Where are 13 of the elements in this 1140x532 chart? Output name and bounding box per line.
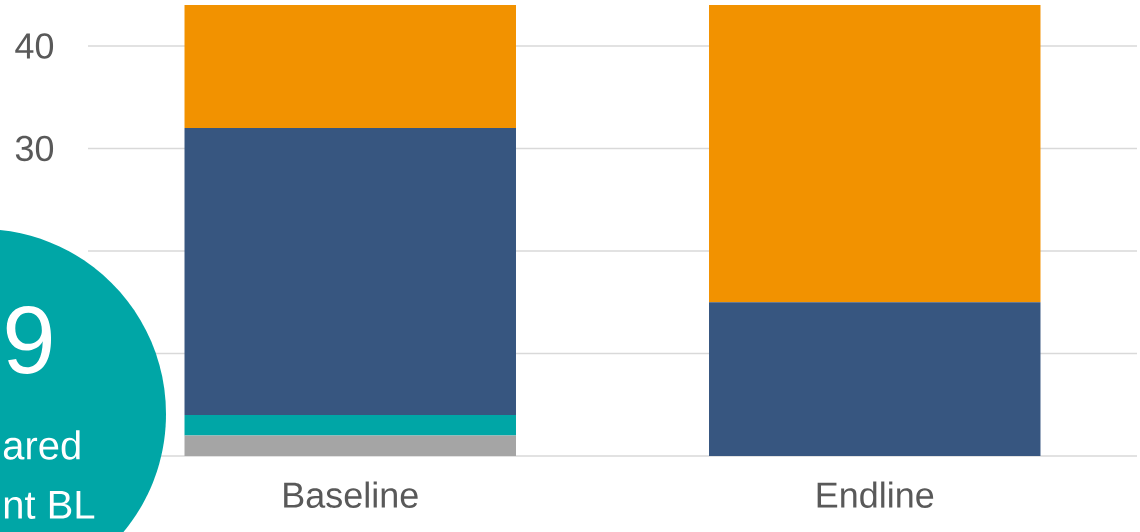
text: 9 [6, 306, 52, 374]
bar [184, 5, 516, 128]
bar [184, 435, 516, 456]
x-tick-label: Endline [817, 481, 934, 508]
y-tick-label: 30 [15, 135, 54, 162]
text: nt BL [4, 491, 95, 519]
text: ared [3, 430, 80, 460]
bar [709, 302, 1041, 456]
x-tick-label: Baseline [284, 481, 418, 508]
y-tick-label: 40 [15, 33, 54, 59]
bar [184, 415, 516, 436]
bar [709, 5, 1041, 303]
bar [184, 128, 516, 415]
